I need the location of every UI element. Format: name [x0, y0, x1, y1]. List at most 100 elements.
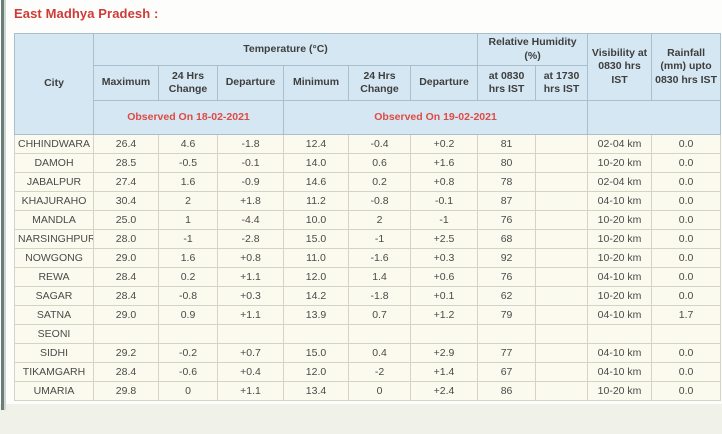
cell-max-24hrs-change: 2: [158, 191, 218, 211]
cell-max-departure: -1.8: [217, 134, 284, 154]
cell-min-departure: [409, 324, 479, 344]
cell-rh-1730: [535, 248, 589, 268]
header-row-observed: Observed On 18-02-2021 Observed On 19-02…: [15, 100, 722, 135]
cell-rainfall: 0.0: [651, 381, 722, 401]
cell-city: NOWGONG: [14, 248, 94, 268]
cell-rh-1730: [535, 381, 589, 401]
cell-min-temp: 13.4: [283, 381, 349, 401]
cell-max-departure: +0.7: [217, 343, 284, 363]
cell-max-temp: 28.4: [93, 286, 159, 306]
header-max-departure: Departure: [217, 65, 284, 101]
cell-max-departure: +1.1: [217, 305, 284, 325]
cell-rh-1730: [535, 286, 589, 306]
cell-min-24hrs-change: [348, 324, 411, 344]
cell-max-departure: +0.8: [217, 248, 284, 268]
cell-rh-1730: [535, 153, 589, 173]
cell-rh-1730: [535, 229, 589, 249]
cell-min-departure: +2.5: [409, 229, 479, 249]
header-rh-0830: at 0830 hrs IST: [477, 65, 537, 101]
cell-max-temp: 28.0: [93, 229, 159, 249]
cell-min-temp: 12.0: [283, 362, 349, 382]
header-row-sub: Maximum 24 Hrs Change Departure Minimum …: [15, 65, 721, 101]
cell-min-temp: 11.0: [283, 248, 349, 268]
cell-city: NARSINGHPUR: [14, 229, 94, 249]
cell-max-temp: 29.0: [93, 248, 159, 268]
cell-city: TIKAMGARH: [14, 362, 94, 382]
cell-max-24hrs-change: -0.2: [158, 343, 218, 363]
cell-min-24hrs-change: 0.7: [348, 305, 411, 325]
cell-visibility: 10-20 km: [587, 229, 653, 249]
header-visibility: Visibility at 0830 hrs IST: [587, 33, 653, 101]
cell-min-24hrs-change: 0.6: [348, 153, 411, 173]
cell-rh-0830: 62: [477, 286, 537, 306]
cell-max-departure: -2.8: [217, 229, 284, 249]
cell-rainfall: 0.0: [651, 229, 722, 249]
cell-rh-1730: [535, 343, 589, 363]
header-temperature-group: Temperature (°C): [92, 33, 479, 66]
cell-max-departure: -0.9: [217, 172, 284, 192]
cell-rh-0830: 81: [477, 134, 537, 154]
cell-min-24hrs-change: -0.4: [348, 134, 411, 154]
cell-visibility: 10-20 km: [587, 381, 653, 401]
cell-min-departure: -1: [409, 210, 479, 230]
cell-min-departure: +1.4: [409, 362, 479, 382]
header-rainfall: Rainfall (mm) upto 0830 hrs IST: [651, 33, 722, 101]
cell-min-temp: 11.2: [283, 191, 349, 211]
cell-rh-1730: [535, 324, 589, 344]
cell-city: KHAJURAHO: [14, 191, 94, 211]
table-row: SIDHI 29.2 -0.2 +0.7 15.0 0.4 +2.9 77 04-10 km 0.…: [14, 343, 722, 363]
cell-rh-0830: 76: [477, 210, 537, 230]
cell-rh-1730: [535, 305, 589, 325]
cell-max-temp: 28.4: [93, 267, 159, 287]
cell-max-departure: +0.3: [217, 286, 284, 306]
cell-max-temp: 25.0: [93, 210, 159, 230]
cell-city: DAMOH: [14, 153, 94, 173]
cell-max-temp: 28.4: [93, 362, 159, 382]
cell-max-24hrs-change: [158, 324, 218, 344]
cell-min-temp: 13.9: [283, 305, 349, 325]
cell-min-temp: 10.0: [283, 210, 349, 230]
cell-rainfall: 0.0: [651, 343, 722, 363]
cell-min-temp: 15.0: [283, 343, 349, 363]
cell-rh-0830: 77: [477, 343, 537, 363]
header-maximum: Maximum: [93, 65, 159, 101]
cell-min-24hrs-change: -1.8: [348, 286, 411, 306]
cell-min-temp: 14.0: [283, 153, 349, 173]
cell-min-temp: 14.2: [283, 286, 349, 306]
table-row: REWA 28.4 0.2 +1.1 12.0 1.4 +0.6 76 04-10 km 0.0: [14, 267, 722, 287]
cell-min-temp: 12.4: [283, 134, 349, 154]
cell-min-departure: +0.3: [409, 248, 479, 268]
header-minimum: Minimum: [283, 65, 349, 101]
cell-min-departure: -0.1: [409, 191, 479, 211]
cell-rainfall: 0.0: [651, 134, 722, 154]
cell-visibility: [587, 324, 653, 344]
cell-max-temp: 29.8: [93, 381, 159, 401]
table-row: UMARIA 29.8 0 +1.1 13.4 0 +2.4 86 10-20 km 0.0: [14, 381, 722, 401]
cell-rainfall: 0.0: [651, 286, 722, 306]
cell-rh-0830: 86: [477, 381, 537, 401]
cell-max-24hrs-change: -0.5: [158, 153, 218, 173]
cell-rainfall: 0.0: [651, 191, 722, 211]
cell-min-departure: +0.8: [409, 172, 479, 192]
cell-rh-0830: 76: [477, 267, 537, 287]
table-row: TIKAMGARH 28.4 -0.6 +0.4 12.0 -2 +1.4 67 04-10 k…: [14, 362, 722, 382]
cell-max-24hrs-change: -0.6: [158, 362, 218, 382]
cell-visibility: 04-10 km: [587, 267, 653, 287]
cell-city: SEONI: [14, 324, 94, 344]
header-row-groups: City Temperature (°C) Relative Humidity …: [14, 33, 722, 135]
header-min-departure: Departure: [409, 65, 479, 101]
cell-max-temp: 29.0: [93, 305, 159, 325]
cell-max-24hrs-change: 0: [158, 381, 218, 401]
cell-city: MANDLA: [14, 210, 94, 230]
left-edge-divider: [1, 0, 4, 410]
cell-city: CHHINDWARA: [14, 134, 94, 154]
cell-rainfall: 0.0: [651, 248, 722, 268]
cell-visibility: 10-20 km: [587, 153, 653, 173]
table-row: MANDLA 25.0 1 -4.4 10.0 2 -1 76 10-20 km 0.0: [14, 210, 722, 230]
cell-min-departure: +2.4: [409, 381, 479, 401]
weather-table-body: CHHINDWARA 26.4 4.6 -1.8 12.4 -0.4 +0.2 81 02-04…: [14, 134, 722, 401]
cell-min-24hrs-change: 1.4: [348, 267, 411, 287]
cell-max-24hrs-change: 0.2: [158, 267, 218, 287]
cell-visibility: 04-10 km: [587, 305, 653, 325]
cell-max-24hrs-change: 4.6: [158, 134, 218, 154]
